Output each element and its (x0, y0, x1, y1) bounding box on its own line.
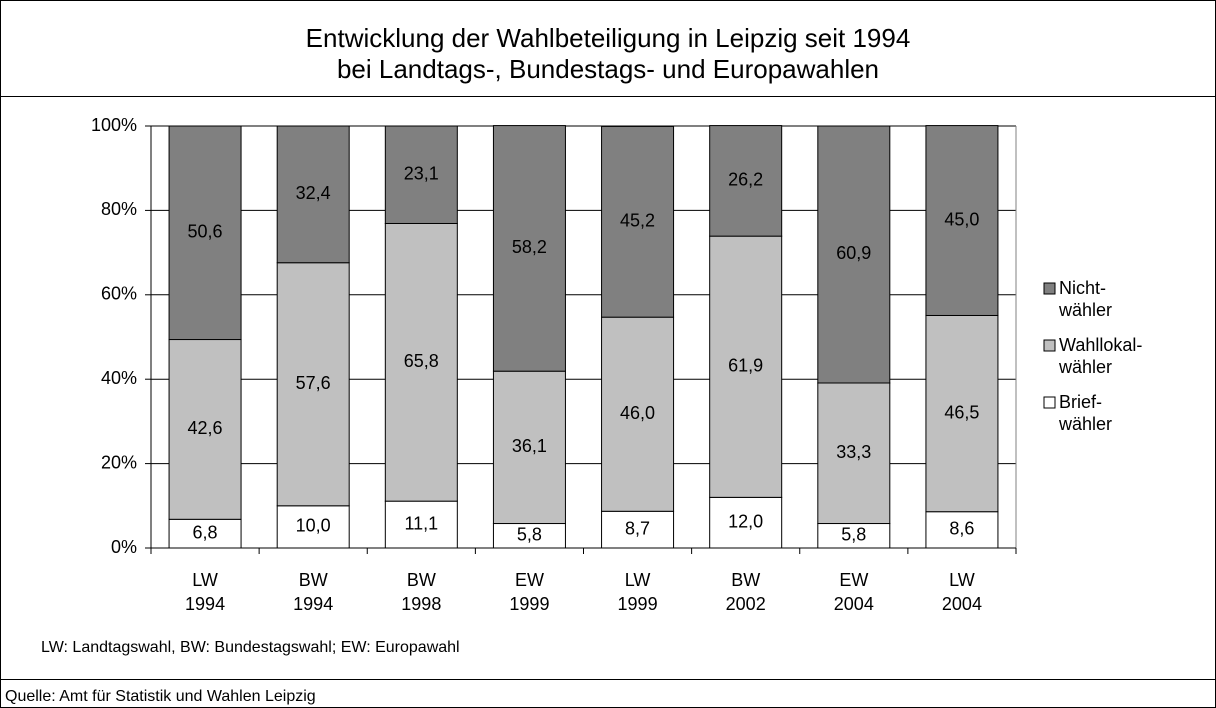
legend-swatch (1043, 396, 1056, 409)
divider (1, 679, 1215, 680)
x-tick-label: LW 1994 (185, 570, 226, 614)
bar-segment (168, 125, 242, 341)
chart-title: Entwicklung der Wahlbeteiligung in Leipz… (305, 23, 911, 84)
value-label: 65,8 (404, 351, 439, 371)
bar-segment (601, 125, 675, 318)
value-label: 45,0 (944, 209, 979, 229)
bar-segment (384, 222, 458, 502)
value-label: 46,0 (620, 403, 655, 423)
legend-label: Brief- wähler (1059, 392, 1113, 434)
value-label: 58,2 (512, 237, 547, 257)
value-label: 5,8 (517, 525, 542, 545)
value-label: 33,3 (836, 442, 871, 462)
value-label: 36,1 (512, 436, 547, 456)
value-label: 50,6 (188, 222, 223, 242)
value-label: 5,8 (841, 525, 866, 545)
value-label: 61,9 (728, 356, 763, 376)
bar-segment (492, 125, 566, 372)
legend-swatch (1043, 282, 1056, 295)
y-tick-label: 0% (111, 537, 137, 557)
value-label: 6,8 (193, 522, 218, 542)
x-tick-label: BW 1994 (293, 570, 334, 614)
bar-segment (276, 125, 350, 264)
bar-segment (276, 262, 350, 507)
bar-segment (817, 125, 891, 384)
bar-segment (709, 235, 783, 498)
legend-label: Wahllokal- wähler (1059, 335, 1143, 377)
x-tick-label: LW 2004 (941, 570, 982, 614)
value-label: 57,6 (296, 373, 331, 393)
y-tick-label: 80% (101, 199, 137, 219)
value-label: 12,0 (728, 511, 763, 531)
value-label: 26,2 (728, 170, 763, 190)
value-label: 46,5 (944, 402, 979, 422)
bar-segment (168, 339, 242, 520)
bar-segment (384, 500, 458, 549)
x-tick-label: BW 1998 (401, 570, 442, 614)
value-label: 10,0 (296, 516, 331, 536)
bar-segment (709, 496, 783, 549)
source: Quelle: Amt für Statistik und Wahlen Lei… (5, 688, 316, 705)
legend-label: Nicht- wähler (1059, 278, 1113, 320)
divider (1, 96, 1215, 97)
value-label: 23,1 (404, 163, 439, 183)
bar-segment (276, 505, 350, 549)
value-label: 8,7 (625, 518, 650, 538)
y-tick-label: 60% (101, 284, 137, 304)
bar-segment (709, 125, 783, 237)
value-label: 42,6 (188, 418, 223, 438)
bar-segment (601, 316, 675, 512)
bar-segment (817, 523, 891, 549)
value-label: 60,9 (836, 243, 871, 263)
bar-segment (384, 125, 458, 224)
x-tick-label: BW 2002 (725, 570, 766, 614)
value-label: 32,4 (296, 183, 331, 203)
legend-swatch (1043, 339, 1056, 352)
y-tick-label: 40% (101, 368, 137, 388)
bar-segment (925, 314, 999, 513)
bar-segment (601, 510, 675, 549)
value-label: 11,1 (404, 513, 438, 533)
value-label: 8,6 (949, 519, 974, 539)
x-tick-label: LW 1999 (617, 570, 658, 614)
bar-segment (492, 370, 566, 525)
bar-segment (817, 382, 891, 525)
bar-segment (925, 511, 999, 549)
value-label: 45,2 (620, 211, 655, 231)
y-tick-label: 100% (91, 115, 137, 135)
bar-segment (925, 125, 999, 316)
bar-segment (492, 523, 566, 549)
x-tick-label: EW 1999 (509, 570, 550, 614)
x-tick-label: EW 2004 (833, 570, 874, 614)
note: LW: Landtagswahl, BW: Bundestagswahl; EW… (41, 639, 460, 656)
y-tick-label: 20% (101, 452, 137, 472)
